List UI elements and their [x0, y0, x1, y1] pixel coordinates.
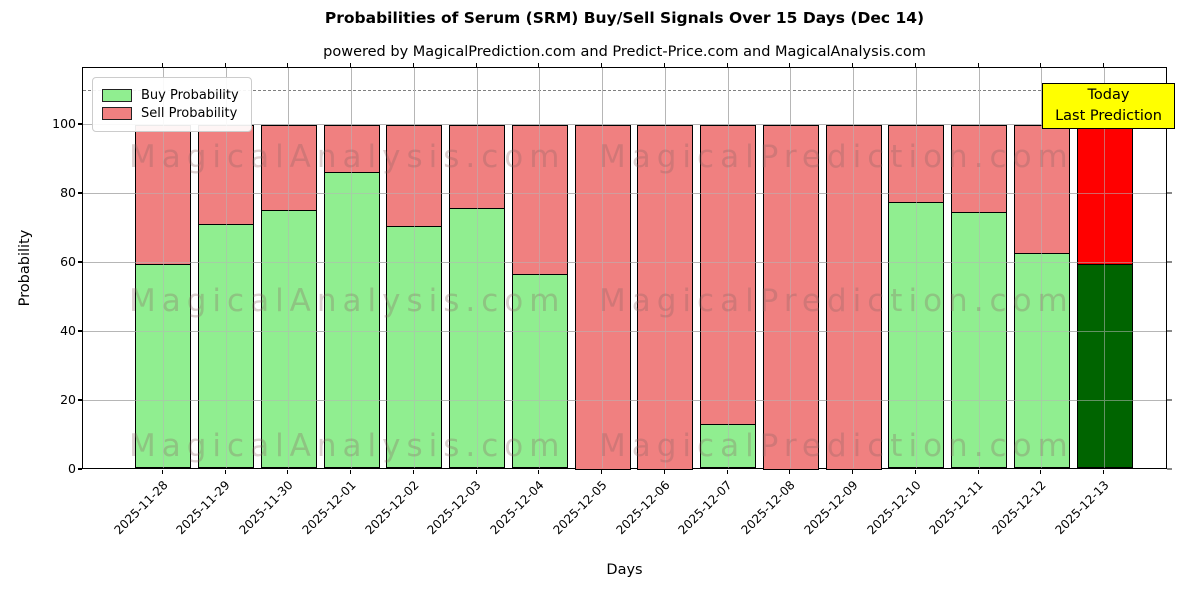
- x-tick-mark-top: [412, 62, 414, 67]
- x-tick-label: 2025-12-13: [1052, 478, 1112, 538]
- legend-label-sell: Sell Probability: [141, 106, 238, 121]
- threshold-dashed-line: [83, 89, 1166, 91]
- y-tick-label: 80: [60, 184, 76, 200]
- y-tick-mark-right: [1167, 468, 1172, 470]
- x-tick-label: 2025-12-12: [989, 478, 1049, 538]
- x-tick-mark: [475, 469, 477, 474]
- x-tick-mark: [726, 469, 728, 474]
- y-tick-label: 20: [60, 391, 76, 407]
- x-tick-mark: [914, 469, 916, 474]
- y-tick-mark: [77, 468, 82, 470]
- x-tick-mark-top: [977, 62, 979, 67]
- x-tick-label: 2025-12-07: [675, 478, 736, 538]
- x-tick-mark: [977, 469, 979, 474]
- today-annotation-line1: Today: [1087, 87, 1130, 103]
- x-tick-mark-top: [1040, 62, 1042, 67]
- x-tick-label: 2025-12-04: [487, 478, 547, 538]
- x-tick-mark-top: [161, 62, 163, 67]
- sell-color-swatch: [102, 107, 132, 120]
- y-tick-mark: [77, 399, 82, 401]
- legend-item-sell: Sell Probability: [102, 106, 239, 121]
- legend-item-buy: Buy Probability: [102, 88, 239, 103]
- y-tick-label: 40: [60, 322, 76, 338]
- x-tick-mark-top: [350, 62, 352, 67]
- legend: Buy Probability Sell Probability: [92, 77, 252, 132]
- x-tick-mark-top: [789, 62, 791, 67]
- x-axis-title: Days: [606, 562, 643, 578]
- x-tick-label: 2025-11-29: [173, 478, 234, 538]
- x-tick-label: 2025-12-11: [926, 478, 987, 538]
- x-tick-label: 2025-12-02: [362, 478, 422, 538]
- x-tick-mark: [663, 469, 665, 474]
- buy-color-swatch: [102, 89, 132, 102]
- x-tick-mark: [161, 469, 163, 474]
- x-tick-mark-top: [538, 62, 540, 67]
- y-tick-mark-right: [1167, 192, 1172, 194]
- x-tick-mark-top: [287, 62, 289, 67]
- y-tick-mark-right: [1167, 261, 1172, 263]
- today-annotation: Today Last Prediction: [1042, 83, 1175, 129]
- x-tick-label: 2025-12-01: [299, 478, 359, 538]
- x-tick-mark: [538, 469, 540, 474]
- y-tick-mark-right: [1167, 399, 1172, 401]
- x-tick-mark: [601, 469, 603, 474]
- x-tick-mark-top: [601, 62, 603, 67]
- x-tick-mark-top: [1103, 62, 1105, 67]
- y-tick-label: 0: [68, 461, 76, 476]
- x-tick-label: 2025-12-05: [550, 478, 610, 538]
- chart-subtitle: powered by MagicalPrediction.com and Pre…: [323, 44, 926, 60]
- x-tick-label: 2025-12-09: [801, 478, 861, 538]
- chart-title: Probabilities of Serum (SRM) Buy/Sell Si…: [324, 9, 925, 27]
- x-tick-label: 2025-12-08: [738, 478, 798, 538]
- x-tick-mark-top: [475, 62, 477, 67]
- x-tick-mark: [1103, 469, 1105, 474]
- y-tick-mark: [77, 192, 82, 194]
- x-tick-mark-top: [663, 62, 665, 67]
- legend-label-buy: Buy Probability: [141, 88, 239, 103]
- x-tick-label: 2025-12-03: [424, 478, 485, 538]
- y-tick-mark: [77, 123, 82, 125]
- y-tick-mark: [77, 330, 82, 332]
- today-annotation-line2: Last Prediction: [1055, 108, 1162, 124]
- x-tick-mark-top: [852, 62, 854, 67]
- x-tick-mark: [412, 469, 414, 474]
- x-tick-mark-top: [726, 62, 728, 67]
- x-tick-mark: [1040, 469, 1042, 474]
- x-tick-label: 2025-12-06: [613, 478, 673, 538]
- y-tick-label: 60: [60, 253, 76, 269]
- x-tick-label: 2025-12-10: [864, 478, 924, 538]
- x-tick-mark: [287, 469, 289, 474]
- x-tick-mark: [789, 469, 791, 474]
- y-tick-mark: [77, 261, 82, 263]
- x-tick-mark: [852, 469, 854, 474]
- x-tick-mark-top: [914, 62, 916, 67]
- x-tick-mark: [350, 469, 352, 474]
- x-tick-mark-top: [224, 62, 226, 67]
- x-tick-label: 2025-11-30: [236, 478, 296, 538]
- x-tick-label: 2025-11-28: [111, 478, 171, 538]
- y-tick-label: 100: [52, 115, 76, 131]
- x-tick-mark: [224, 469, 226, 474]
- y-tick-mark-right: [1167, 330, 1172, 332]
